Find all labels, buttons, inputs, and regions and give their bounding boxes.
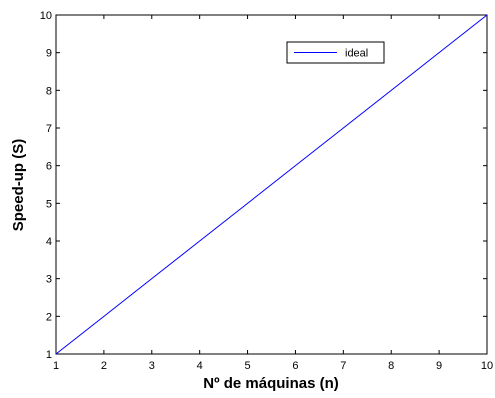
legend: ideal xyxy=(286,41,385,64)
y-tick-label: 1 xyxy=(46,349,52,361)
y-tick-label: 6 xyxy=(46,161,52,173)
x-tick-label: 10 xyxy=(481,360,493,372)
y-tick-label: 10 xyxy=(40,10,52,22)
x-tick-label: 4 xyxy=(197,360,203,372)
series-line-ideal xyxy=(55,14,488,355)
y-tick-label: 3 xyxy=(46,274,52,286)
series-layer xyxy=(55,14,488,355)
ticks-layer: 1 2 3 4 5 6 7 8 9 10 1 2 3 4 5 6 7 8 9 10 xyxy=(40,10,493,372)
y-tick-label: 2 xyxy=(46,311,52,323)
legend-label: ideal xyxy=(345,48,368,60)
y-tick-label: 8 xyxy=(46,85,52,97)
y-tick-label: 4 xyxy=(46,236,52,248)
x-tick-label: 7 xyxy=(340,360,346,372)
x-tick-label: 6 xyxy=(292,360,298,372)
y-tick-label: 7 xyxy=(46,123,52,135)
y-tick-label: 5 xyxy=(46,198,52,210)
x-tick-label: 1 xyxy=(53,360,59,372)
x-tick-label: 9 xyxy=(436,360,442,372)
x-tick-label: 8 xyxy=(388,360,394,372)
y-axis-title: Speed-up (S) xyxy=(10,139,27,232)
x-tick-label: 3 xyxy=(149,360,155,372)
y-tick-label: 9 xyxy=(46,48,52,60)
x-axis-title: Nº de máquinas (n) xyxy=(203,375,339,392)
x-tick-label: 2 xyxy=(101,360,107,372)
x-tick-label: 5 xyxy=(244,360,250,372)
